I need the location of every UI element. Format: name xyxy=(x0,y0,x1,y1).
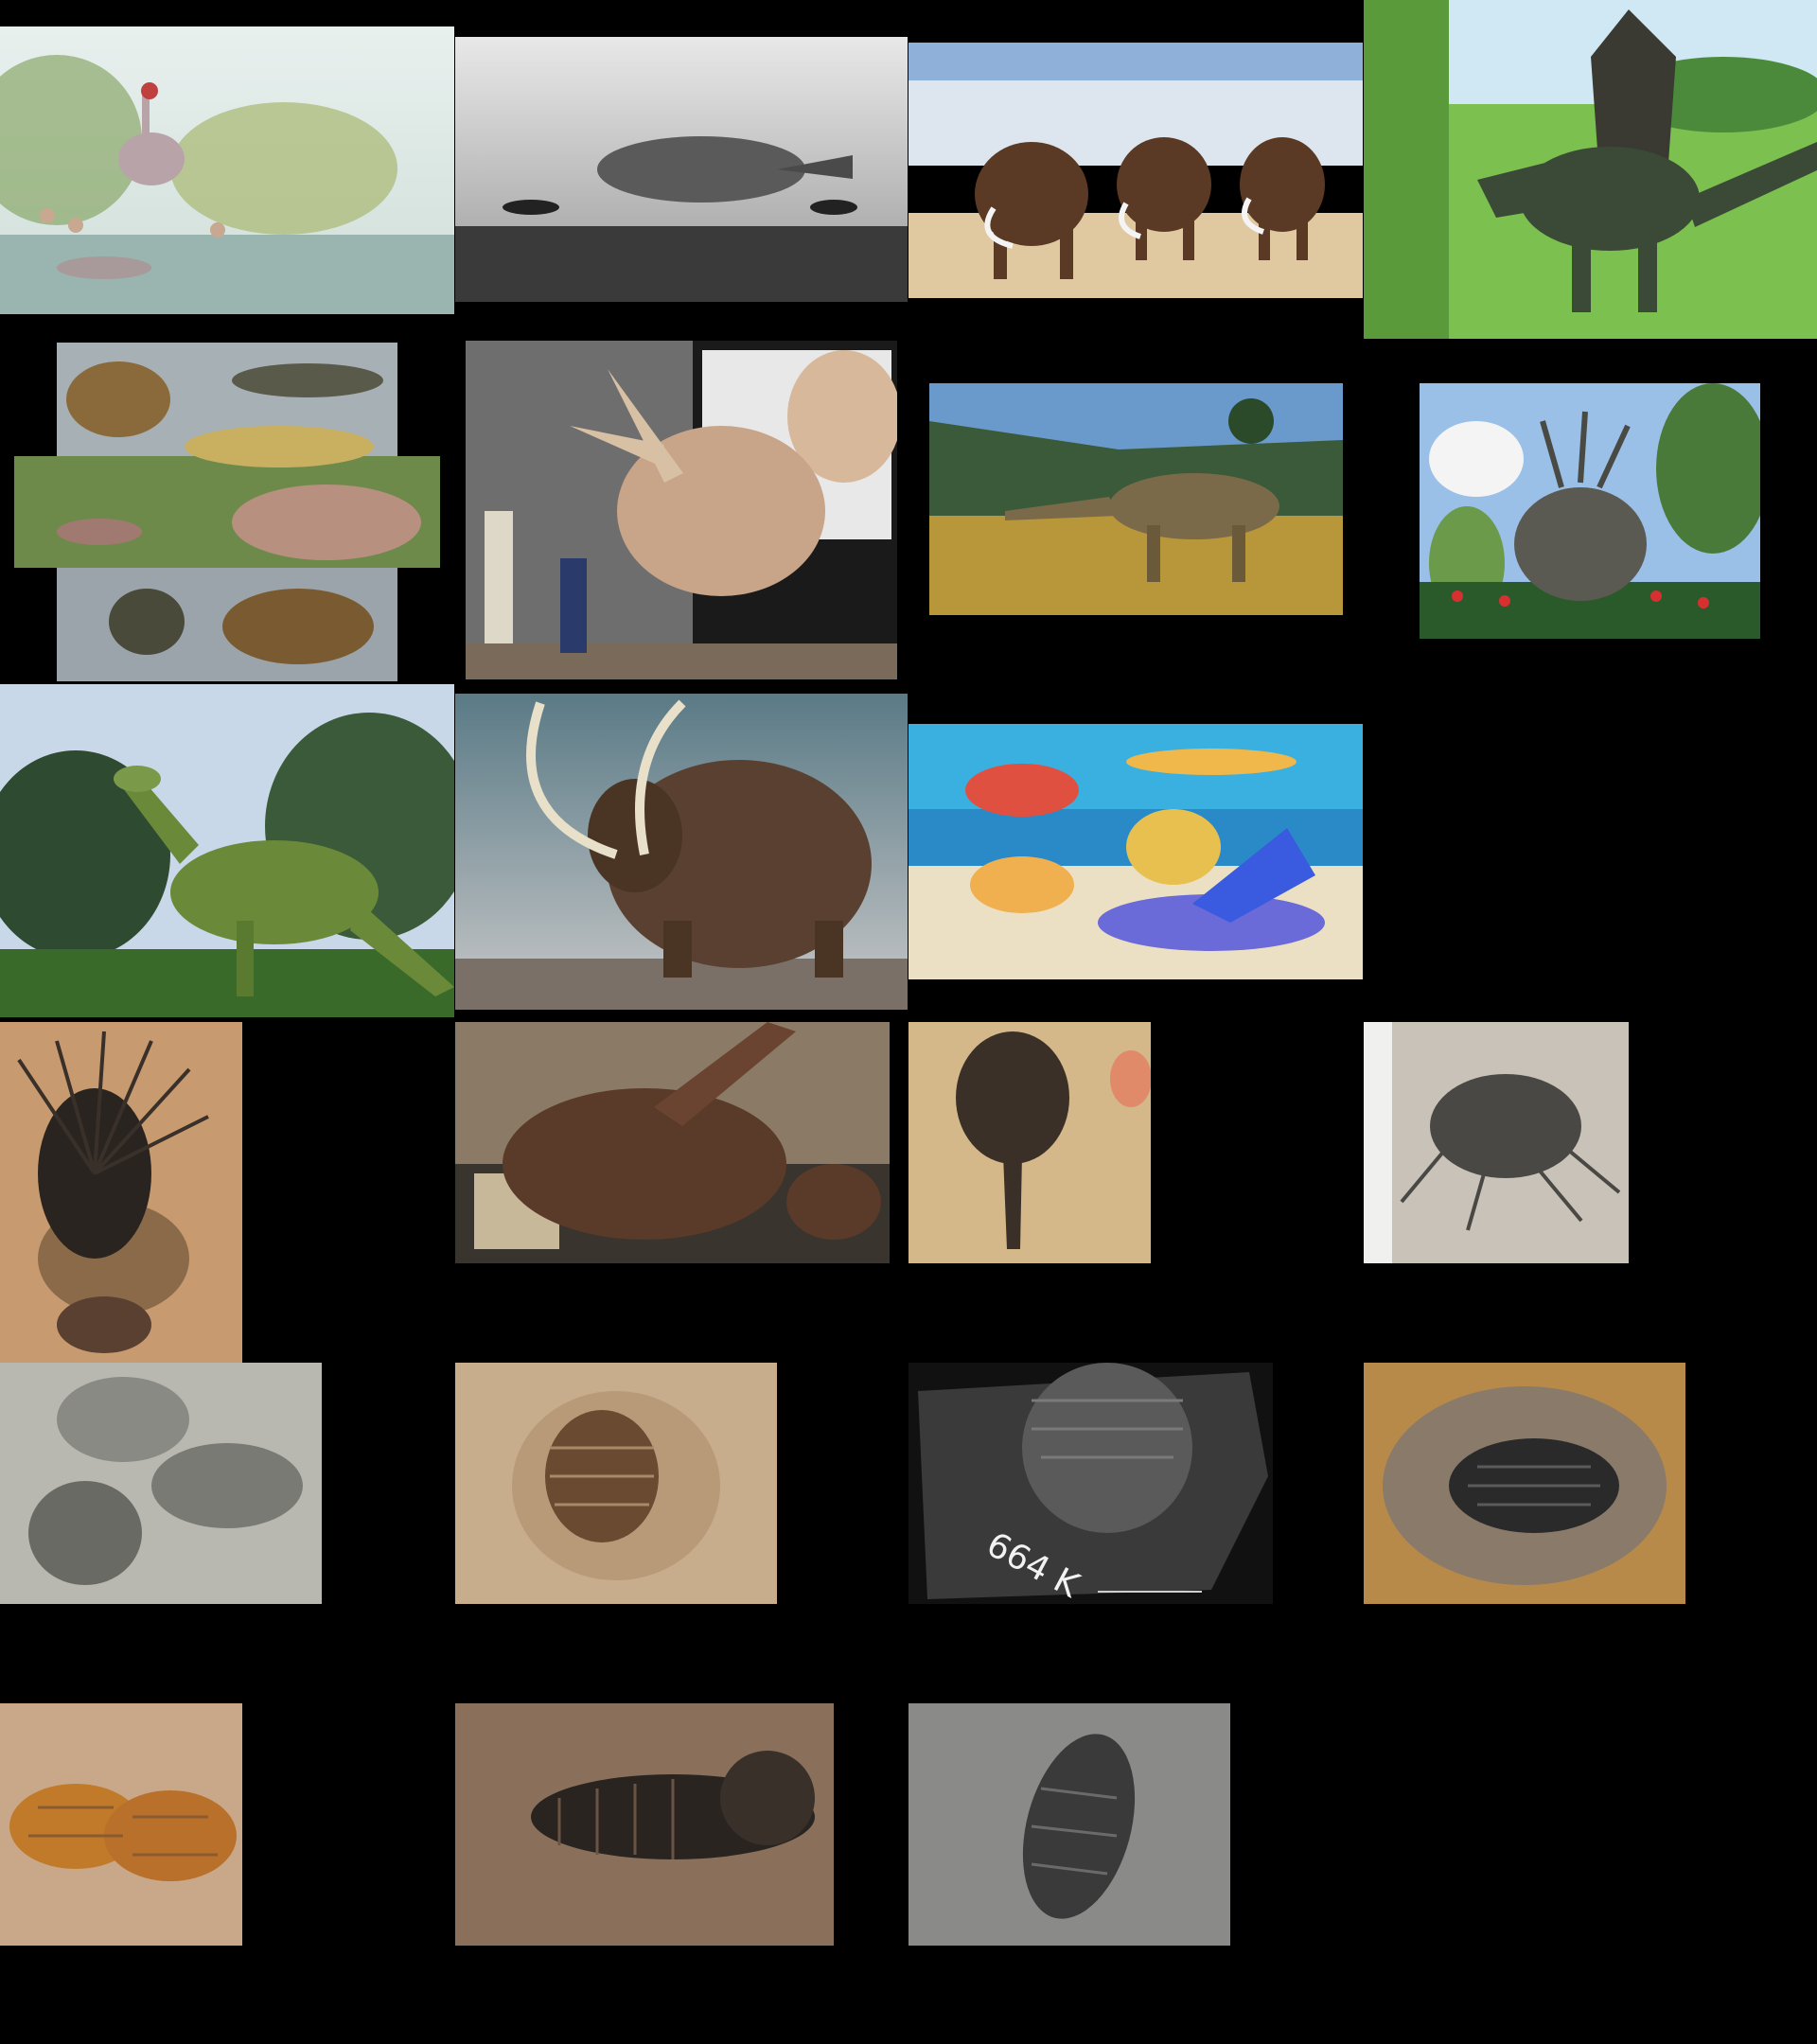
triceratops-skull-museum xyxy=(466,341,897,679)
hadrosaur-forest-image xyxy=(0,684,454,1017)
prehistoric-swamp-herd-image xyxy=(0,26,454,314)
spinosaurus-grassland xyxy=(1364,0,1817,339)
triceratops-skull-museum-image xyxy=(466,341,897,679)
orange-trilobite-pair-image xyxy=(0,1703,242,1946)
cartoon-dinosaurs-beach xyxy=(908,724,1363,979)
dark-trilobite-brown-slab xyxy=(455,1703,834,1946)
spiny-trilobite-fossil xyxy=(0,1022,242,1363)
grey-trilobite-flat xyxy=(908,1703,1230,1946)
trilobite-rock-on-table xyxy=(1364,1363,1685,1604)
sauropod-coastal-hills xyxy=(929,383,1343,615)
synapsid-reptiles-collage xyxy=(14,343,440,681)
horned-skull-museum-hall-image xyxy=(455,1022,890,1263)
spiny-trilobite-fossil-image xyxy=(0,1022,242,1363)
styracosaurus-flowers xyxy=(1420,383,1760,639)
hadrosaur-forest xyxy=(0,684,454,1017)
monochrome-lake-predator-image xyxy=(455,37,908,302)
spinosaurus-grassland-image xyxy=(1364,0,1817,339)
prehistoric-swamp-herd xyxy=(0,26,454,314)
cartoon-dinosaurs-beach-image xyxy=(908,724,1363,979)
sauropod-coastal-hills-image xyxy=(929,383,1343,615)
long-snout-trilobite xyxy=(908,1022,1151,1263)
woolly-mammoth-herd-snow xyxy=(908,43,1363,298)
trilobite-cluster-slab-image xyxy=(0,1363,322,1604)
long-snout-trilobite-image xyxy=(908,1022,1151,1263)
trilobite-rock-on-table-image xyxy=(1364,1363,1685,1604)
grey-spined-trilobite-image xyxy=(1364,1022,1629,1263)
synapsid-reptiles-collage-image xyxy=(14,343,440,681)
dark-slate-trilobite: 664 K xyxy=(908,1363,1273,1604)
oval-trilobite-tan-image xyxy=(455,1363,777,1604)
oval-trilobite-tan xyxy=(455,1363,777,1604)
trilobite-cluster-slab xyxy=(0,1363,322,1604)
monochrome-lake-predator xyxy=(455,37,908,302)
grey-spined-trilobite xyxy=(1364,1022,1629,1263)
styracosaurus-flowers-image xyxy=(1420,383,1760,639)
orange-trilobite-pair xyxy=(0,1703,242,1946)
woolly-mammoth-herd-snow-image xyxy=(908,43,1363,298)
horned-skull-museum-hall xyxy=(455,1022,890,1263)
grey-trilobite-flat-image xyxy=(908,1703,1230,1946)
woolly-mammoth-closeup-image xyxy=(455,694,908,1010)
woolly-mammoth-closeup xyxy=(455,694,908,1010)
dark-trilobite-brown-slab-image xyxy=(455,1703,834,1946)
dark-slate-trilobite-image: 664 K xyxy=(908,1363,1273,1604)
